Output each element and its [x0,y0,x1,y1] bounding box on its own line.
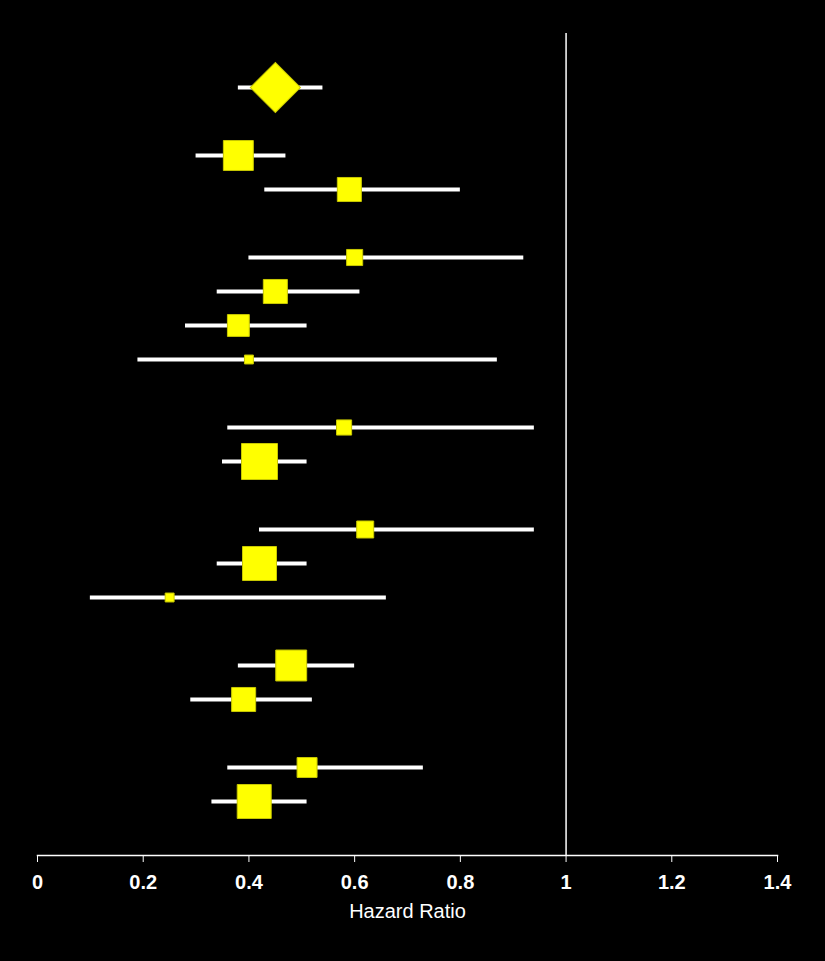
svg-text:0.8: 0.8 [446,871,474,893]
svg-text:1.2: 1.2 [658,871,686,893]
svg-text:0.4: 0.4 [235,871,264,893]
svg-text:0.2: 0.2 [129,871,157,893]
svg-text:1.4: 1.4 [764,871,793,893]
svg-text:Hazard Ratio: Hazard Ratio [349,900,466,922]
svg-text:0: 0 [32,871,43,893]
svg-text:1: 1 [561,871,572,893]
svg-text:0.6: 0.6 [341,871,369,893]
